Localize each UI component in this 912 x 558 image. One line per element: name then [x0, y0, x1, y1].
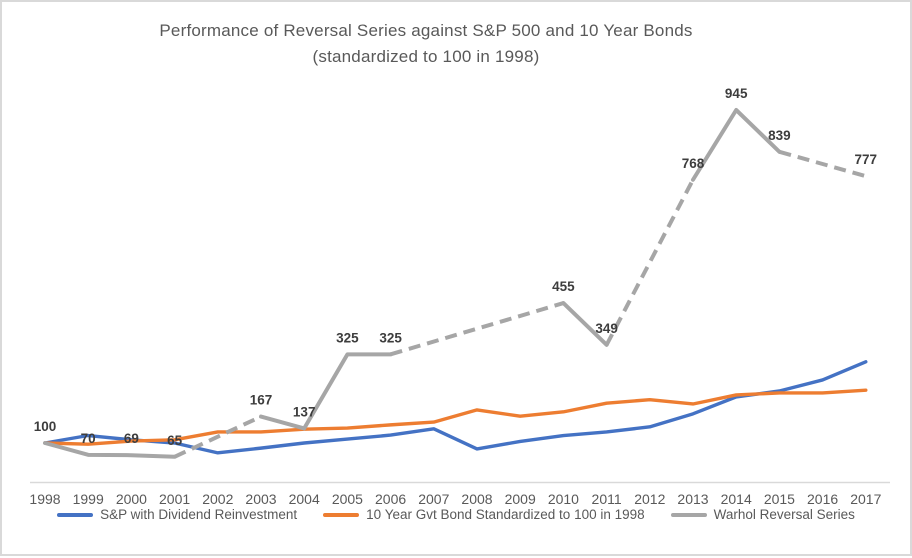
- series-line-warhol-dashed: [604, 178, 695, 346]
- chart-title: Performance of Reversal Series against S…: [159, 21, 693, 40]
- x-tick-label: 2008: [461, 491, 492, 507]
- x-tick-label: 1999: [73, 491, 104, 507]
- legend-item-warhol: Warhol Reversal Series: [670, 507, 855, 522]
- series-line-warhol-dashed: [390, 301, 564, 357]
- x-tick-label: 2002: [202, 491, 233, 507]
- legend-item-bond: 10 Year Gvt Bond Standardized to 100 in …: [323, 507, 645, 522]
- x-tick-label: 2000: [116, 491, 147, 507]
- data-label: 100: [34, 419, 57, 434]
- x-tick-label: 2011: [592, 491, 622, 507]
- data-label: 325: [379, 330, 402, 345]
- data-label: 70: [81, 431, 96, 446]
- series-line-warhol-dashed: [173, 414, 262, 459]
- series-line-warhol-solid: [561, 301, 609, 347]
- legend-swatch-bond-icon: [323, 512, 360, 517]
- x-tick-label: 2013: [677, 491, 708, 507]
- data-label: 69: [124, 431, 139, 446]
- chart-title-block: Performance of Reversal Series against S…: [32, 18, 820, 70]
- data-label: 839: [768, 128, 791, 143]
- data-label: 65: [167, 433, 183, 448]
- x-tick-label: 2006: [375, 491, 406, 507]
- legend-label-sp500: S&P with Dividend Reinvestment: [100, 507, 298, 522]
- x-tick-label: 2004: [289, 491, 320, 507]
- data-label: 945: [725, 86, 748, 101]
- data-label: 455: [552, 279, 575, 294]
- chart-subtitle: (standardized to 100 in 1998): [312, 47, 540, 66]
- x-tick-label: 2014: [721, 491, 752, 507]
- series-line-warhol-solid: [259, 352, 393, 431]
- x-tick-label: 2012: [634, 491, 665, 507]
- x-tick-label: 2010: [548, 491, 579, 507]
- series-line-warhol-solid: [43, 441, 177, 459]
- x-tick-label: 2016: [807, 491, 838, 507]
- legend-item-sp500: S&P with Dividend Reinvestment: [57, 507, 297, 522]
- legend-label-bond: 10 Year Gvt Bond Standardized to 100 in …: [366, 507, 645, 522]
- legend-swatch-warhol-icon: [670, 512, 707, 517]
- x-tick-label: 2001: [159, 491, 190, 507]
- x-tick-label: 2017: [850, 491, 881, 507]
- data-label: 137: [293, 404, 316, 419]
- x-tick-label: 2015: [764, 491, 795, 507]
- data-label: 777: [855, 152, 878, 167]
- x-tick-label: 2007: [418, 491, 449, 507]
- x-tick-label: 2003: [245, 491, 276, 507]
- series-line-bond: [43, 388, 868, 446]
- x-tick-label: 1998: [29, 491, 60, 507]
- legend: S&P with Dividend Reinvestment 10 Year G…: [2, 507, 910, 522]
- legend-label-warhol: Warhol Reversal Series: [713, 507, 855, 522]
- x-tick-label: 2005: [332, 491, 363, 507]
- x-tick-label: 2009: [505, 491, 536, 507]
- legend-swatch-sp500-icon: [57, 512, 94, 517]
- data-label: 325: [336, 330, 359, 345]
- data-label: 349: [595, 321, 618, 336]
- data-label: 167: [250, 393, 273, 408]
- series-line-warhol-dashed: [778, 149, 867, 179]
- series-line-warhol-solid: [691, 108, 782, 182]
- series-line-sp500: [43, 360, 868, 455]
- data-label: 768: [682, 156, 705, 171]
